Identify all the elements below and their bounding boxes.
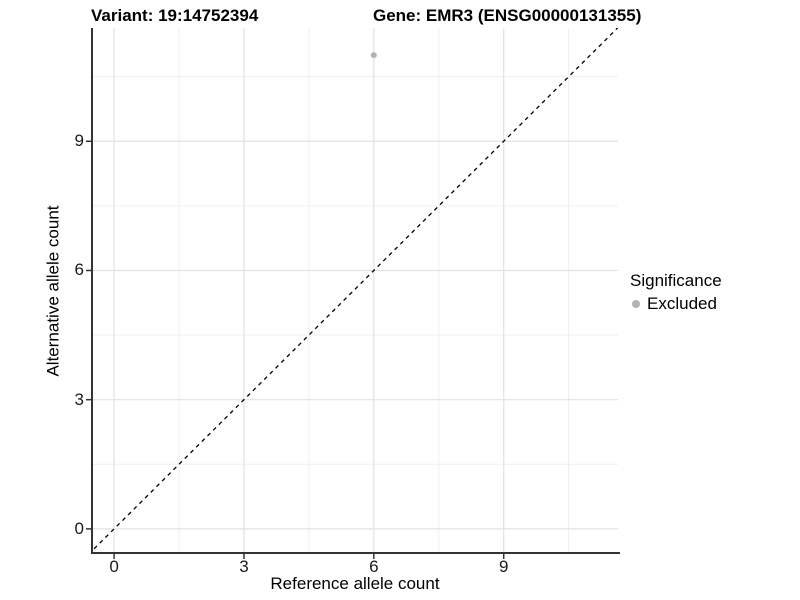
plot-title-variant: Variant: 19:14752394 xyxy=(91,6,259,25)
legend-entry-excluded: Excluded xyxy=(630,294,722,314)
legend-entry-label: Excluded xyxy=(647,294,717,313)
legend-key-point-icon xyxy=(632,300,640,308)
data-point xyxy=(370,52,377,59)
y-tick-label: 9 xyxy=(74,131,84,151)
x-tick-label: 6 xyxy=(369,557,379,576)
legend-significance: Significance Excluded xyxy=(630,271,722,314)
y-tick-label: 3 xyxy=(74,389,84,409)
x-tick-label: 9 xyxy=(498,557,509,576)
legend-title: Significance xyxy=(630,271,722,290)
identity-dashed-line xyxy=(92,28,618,552)
plot-title-gene: Gene: EMR3 (ENSG00000131355) xyxy=(373,6,642,25)
x-tick-label: 3 xyxy=(239,557,249,576)
y-axis-title: Alternative allele count xyxy=(43,205,63,377)
x-tick-label: 0 xyxy=(109,557,119,576)
x-axis-title: Reference allele count xyxy=(270,574,440,593)
y-tick-label: 6 xyxy=(74,260,84,280)
y-tick-label: 0 xyxy=(74,518,84,538)
